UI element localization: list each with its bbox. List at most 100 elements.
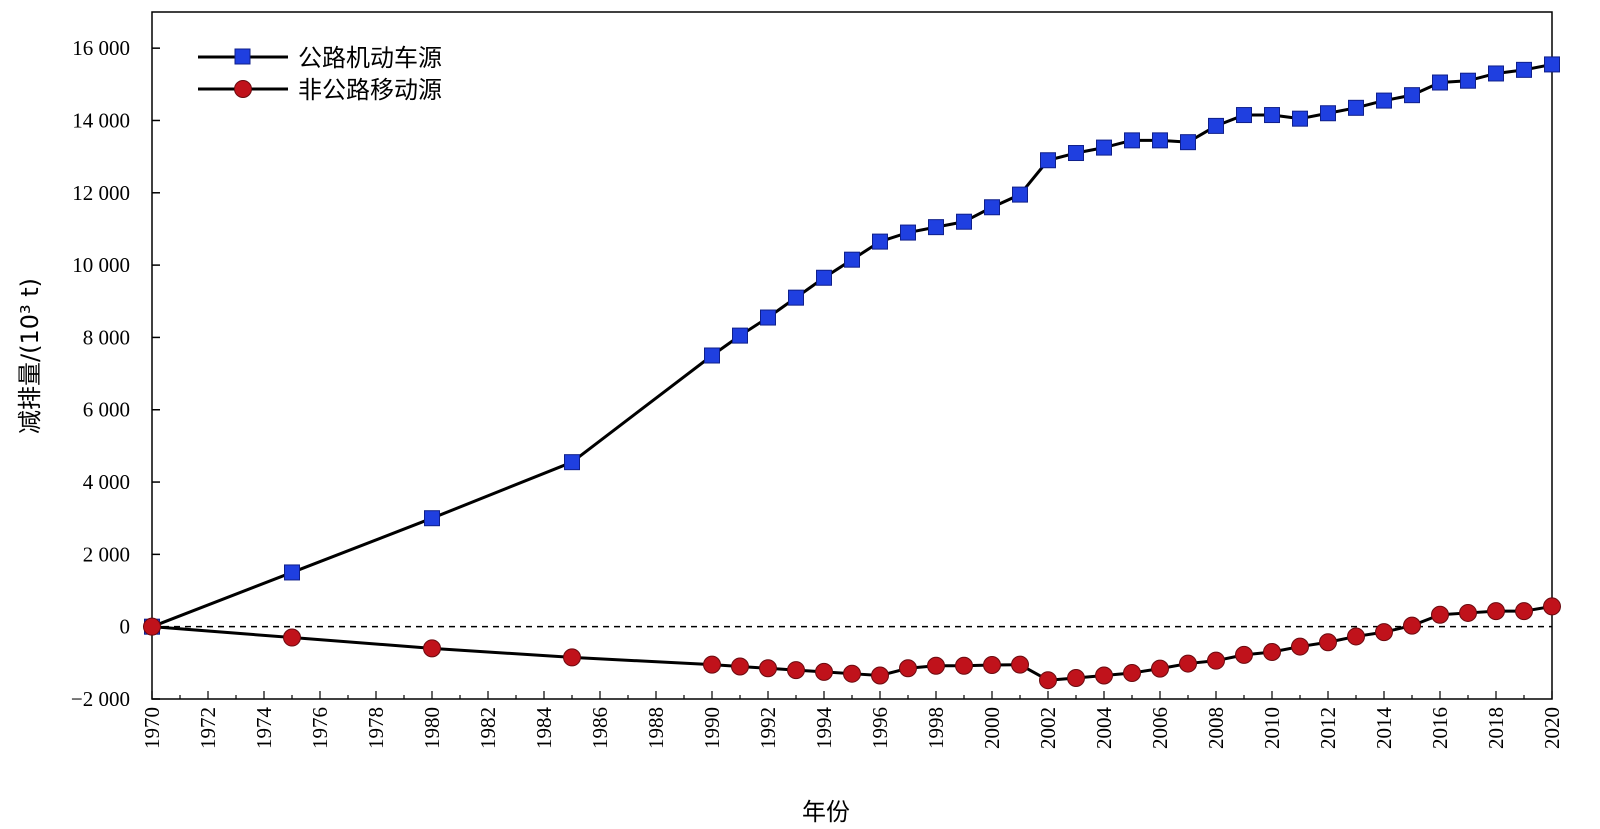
data-point-circle (1151, 659, 1169, 678)
data-point-circle (1235, 645, 1253, 664)
data-point-circle (1263, 642, 1281, 661)
data-point-square (1432, 74, 1448, 91)
data-point-square (1376, 92, 1392, 109)
x-tick-label: 1998 (924, 707, 948, 749)
data-point-square (1488, 65, 1504, 82)
data-point-circle (1347, 627, 1365, 646)
x-tick-label: 1994 (812, 707, 836, 750)
data-point-square (1544, 56, 1560, 73)
data-point-square (956, 213, 972, 230)
data-point-circle (955, 656, 973, 675)
data-point-square (984, 199, 1000, 216)
data-point-square (1208, 117, 1224, 134)
data-point-square (704, 347, 720, 364)
data-point-square (1236, 107, 1252, 124)
data-point-square (844, 251, 860, 268)
data-point-circle (1403, 616, 1421, 635)
x-tick-label: 2000 (980, 707, 1004, 749)
data-point-circle (1095, 666, 1113, 685)
data-point-circle (1431, 605, 1449, 624)
x-axis-title: 年份 (802, 798, 850, 826)
x-tick-label: 2016 (1428, 707, 1452, 749)
x-tick-label: 1992 (756, 707, 780, 749)
data-point-circle (1319, 633, 1337, 652)
data-point-circle (1039, 671, 1057, 690)
y-tick-label: 14 000 (72, 108, 130, 132)
y-tick-label: 2 000 (83, 542, 130, 566)
data-point-circle (927, 656, 945, 675)
x-tick-label: 2010 (1260, 707, 1284, 749)
data-point-circle (283, 628, 301, 647)
x-tick-label: 2008 (1204, 707, 1228, 749)
legend-label-series-0: 公路机动车源 (298, 44, 442, 72)
x-tick-label: 1982 (476, 707, 500, 749)
x-tick-label: 1980 (420, 707, 444, 749)
data-point-square (1012, 186, 1028, 203)
y-tick-label: 10 000 (72, 253, 130, 277)
data-point-circle (1011, 655, 1029, 674)
x-tick-label: 2012 (1316, 707, 1340, 749)
data-point-square (424, 510, 440, 527)
y-tick-label: 6 000 (83, 398, 130, 422)
data-point-square (1180, 134, 1196, 151)
legend-marker-circle (234, 80, 252, 98)
data-point-circle (423, 639, 441, 658)
data-point-square (1348, 99, 1364, 116)
data-point-circle (759, 659, 777, 678)
x-tick-label: 1972 (196, 707, 220, 749)
y-tick-label: 4 000 (83, 470, 130, 494)
x-tick-label: 2018 (1484, 707, 1508, 749)
x-tick-label: 1996 (868, 707, 892, 749)
data-point-circle (563, 648, 581, 667)
x-tick-label: 1988 (644, 707, 668, 749)
x-tick-label: 1974 (252, 707, 276, 750)
x-tick-label: 1984 (532, 707, 556, 750)
data-point-square (900, 224, 916, 241)
data-point-square (788, 289, 804, 306)
y-tick-label: −2 000 (71, 687, 130, 711)
data-point-circle (1459, 603, 1477, 622)
series-line-0 (151, 62, 1553, 629)
data-point-circle (703, 655, 721, 674)
data-point-circle (843, 664, 861, 683)
y-tick-label: 16 000 (72, 36, 130, 60)
data-point-square (732, 327, 748, 344)
data-point-circle (1123, 663, 1141, 682)
data-point-square (1040, 152, 1056, 169)
legend-marker-square (234, 48, 251, 65)
y-tick-label: 12 000 (72, 181, 130, 205)
x-tick-label: 1978 (364, 707, 388, 749)
data-point-circle (871, 666, 889, 685)
data-point-circle (1487, 602, 1505, 621)
data-point-square (1152, 132, 1168, 149)
x-tick-label: 2004 (1092, 707, 1116, 750)
x-tick-label: 1986 (588, 707, 612, 749)
data-point-circle (787, 661, 805, 680)
data-point-square (1264, 107, 1280, 124)
data-point-circle (1067, 669, 1085, 688)
data-point-square (816, 269, 832, 286)
x-tick-label: 2006 (1148, 707, 1172, 749)
y-tick-label: 0 (120, 615, 131, 639)
data-point-circle (1179, 654, 1197, 673)
data-point-square (1516, 61, 1532, 78)
data-point-circle (1515, 602, 1533, 621)
x-tick-label: 1976 (308, 707, 332, 749)
data-point-circle (1291, 637, 1309, 656)
data-point-square (1096, 139, 1112, 156)
data-point-circle (1543, 597, 1561, 616)
data-point-square (1292, 110, 1308, 127)
y-tick-label: 8 000 (83, 325, 130, 349)
x-tick-label: 1990 (700, 707, 724, 749)
legend-label-series-1: 非公路移动源 (298, 76, 442, 104)
data-point-circle (1207, 651, 1225, 670)
data-point-square (284, 564, 300, 581)
data-point-square (928, 219, 944, 236)
x-tick-label: 2020 (1540, 707, 1564, 749)
data-point-square (1068, 145, 1084, 162)
data-point-square (1124, 132, 1140, 149)
data-point-square (872, 233, 888, 250)
data-point-square (1320, 105, 1336, 122)
plot-area: −2 000 0 2 000 4 000 6 000 8 000 10 000 12 000 1… (71, 11, 1564, 750)
data-point-circle (1375, 623, 1393, 642)
